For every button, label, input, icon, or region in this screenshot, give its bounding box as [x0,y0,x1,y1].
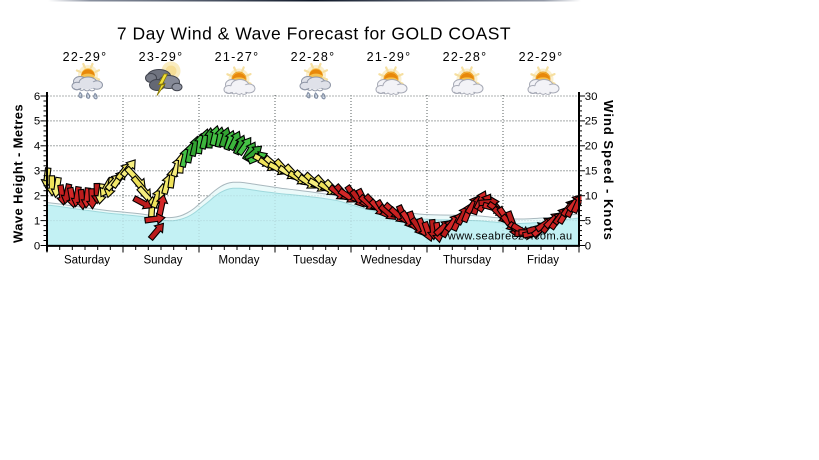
svg-text:Wave Height - Metres: Wave Height - Metres [10,104,25,243]
svg-text:5: 5 [585,215,591,227]
svg-text:22-29°: 22-29° [63,50,108,64]
svg-text:Wind Speed - Knots: Wind Speed - Knots [601,100,616,241]
svg-text:0: 0 [34,240,40,252]
svg-text:5: 5 [34,116,40,128]
svg-text:Monday: Monday [219,255,260,267]
svg-text:Tuesday: Tuesday [293,255,337,267]
svg-text:22-29°: 22-29° [519,50,564,64]
svg-text:Friday: Friday [527,255,559,267]
svg-text:10: 10 [585,191,598,203]
svg-text:23-29°: 23-29° [139,50,184,64]
svg-text:Wednesday: Wednesday [361,255,422,267]
svg-text:22-28°: 22-28° [291,50,336,64]
svg-text:1: 1 [34,215,40,227]
svg-text:7 Day Wind & Wave Forecast for: 7 Day Wind & Wave Forecast for GOLD COAS… [117,24,511,44]
svg-text:6: 6 [34,91,40,103]
svg-text:25: 25 [585,116,598,128]
svg-text:www.seabreeze.com.au: www.seabreeze.com.au [447,231,573,243]
svg-text:20: 20 [585,141,598,153]
svg-text:22-28°: 22-28° [443,50,488,64]
svg-text:Thursday: Thursday [443,255,491,267]
svg-text:3: 3 [34,166,40,178]
svg-text:Saturday: Saturday [64,255,110,267]
svg-text:2: 2 [34,191,40,203]
svg-text:15: 15 [585,166,598,178]
svg-text:21-27°: 21-27° [215,50,260,64]
svg-text:Sunday: Sunday [143,255,182,267]
svg-text:0: 0 [585,240,591,252]
svg-text:4: 4 [34,141,40,153]
svg-text:30: 30 [585,91,598,103]
svg-text:21-29°: 21-29° [367,50,412,64]
